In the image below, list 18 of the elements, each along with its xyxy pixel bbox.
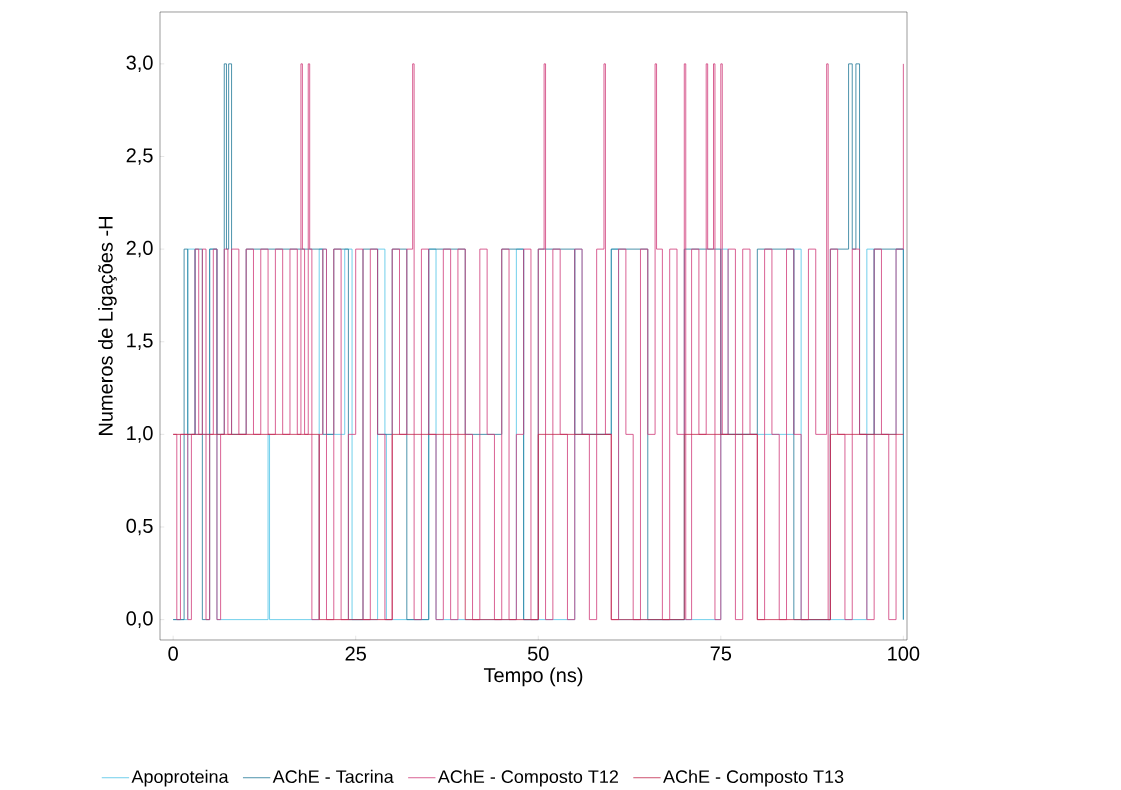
- y-tick-label: 1,0: [127, 426, 153, 443]
- legend-label: AChE - Composto T13: [663, 769, 844, 787]
- x-tick-label: 75: [710, 646, 732, 661]
- legend-label: AChE - Composto T12: [437, 769, 618, 787]
- y-tick-label: 1,5: [127, 333, 153, 351]
- x-axis-title: Tempo (ns): [483, 667, 583, 687]
- y-tick-label: 3,0: [126, 55, 153, 73]
- y-tick-label: 2,5: [126, 148, 153, 165]
- x-tick-label: 50: [527, 646, 549, 661]
- legend-label: AChE - Tacrina: [272, 769, 394, 784]
- y-tick-label: 0,5: [126, 518, 153, 536]
- y-tick-label: 2,0: [126, 241, 153, 258]
- x-tick-label: 0: [168, 646, 178, 661]
- y-tick-label: 0,0: [126, 611, 153, 629]
- y-axis-title: Numeros de Ligações -H: [98, 217, 117, 436]
- legend-label: Apoproteina: [131, 769, 229, 787]
- x-tick-label: 100: [888, 646, 920, 661]
- x-tick-label: 25: [345, 646, 366, 661]
